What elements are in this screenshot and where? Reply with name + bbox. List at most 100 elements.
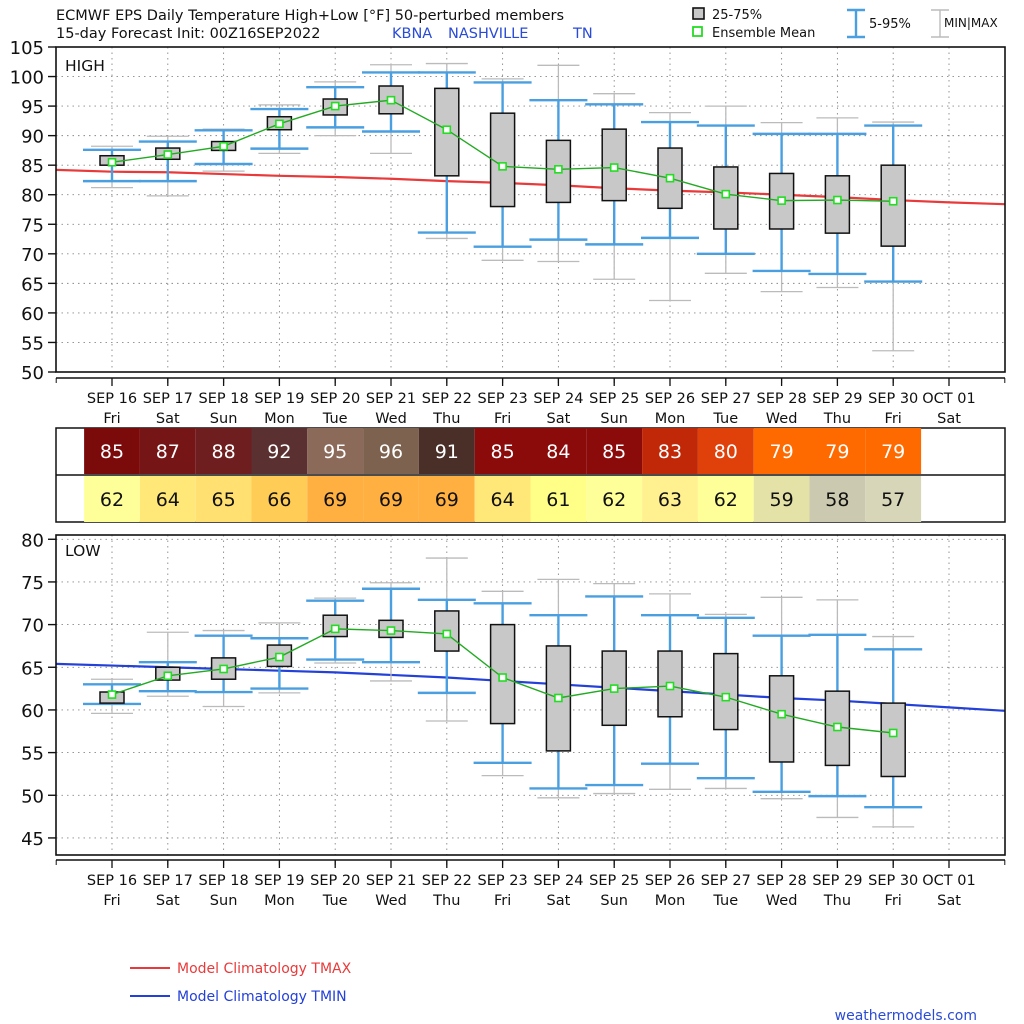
y-tick-label: 60 bbox=[21, 701, 44, 722]
high-value: 85 bbox=[491, 441, 515, 463]
y-tick-label: 55 bbox=[21, 333, 44, 354]
y-tick-label: 100 bbox=[10, 68, 44, 89]
ensemble-mean-marker bbox=[609, 163, 619, 172]
table-cell bbox=[418, 428, 475, 474]
table-cell bbox=[865, 428, 922, 474]
x-weekday-label: Sat bbox=[156, 893, 180, 909]
y-tick-label: 70 bbox=[21, 616, 44, 637]
ensemble-mean-marker bbox=[219, 664, 228, 674]
table-cell bbox=[474, 476, 531, 522]
forecast-day-box bbox=[696, 105, 755, 274]
x-tick-label: SEP 19 bbox=[254, 391, 304, 407]
x-weekday-label: Sat bbox=[156, 411, 180, 427]
x-weekday-label: Tue bbox=[322, 893, 348, 909]
low-value: 57 bbox=[881, 489, 905, 511]
x-weekday-label: Wed bbox=[766, 893, 798, 909]
forecast-day-box bbox=[194, 629, 253, 708]
table-cell bbox=[139, 476, 196, 522]
legend-minmax-label: MIN|MAX bbox=[944, 16, 998, 30]
table-cell bbox=[586, 428, 643, 474]
high-panel-label: HIGH bbox=[65, 57, 105, 75]
x-tick-label: SEP 21 bbox=[366, 873, 416, 889]
x-tick-label: SEP 24 bbox=[533, 391, 583, 407]
low-value: 66 bbox=[267, 489, 291, 511]
ensemble-mean-marker bbox=[665, 681, 675, 691]
ensemble-mean-marker bbox=[498, 673, 507, 682]
x-tick-label: SEP 22 bbox=[422, 873, 472, 889]
ensemble-mean-marker bbox=[498, 162, 507, 171]
x-weekday-label: Mon bbox=[655, 893, 686, 909]
table-cell bbox=[753, 428, 810, 474]
x-tick-label: SEP 18 bbox=[199, 391, 249, 407]
x-tick-label: SEP 16 bbox=[87, 391, 137, 407]
y-tick-label: 75 bbox=[21, 573, 44, 594]
high-boxes bbox=[83, 62, 923, 352]
ensemble-mean-marker bbox=[442, 629, 452, 639]
low-value: 63 bbox=[658, 489, 682, 511]
y-tick-label: 85 bbox=[21, 156, 44, 177]
forecast-day-box bbox=[417, 557, 476, 722]
x-weekday-label: Wed bbox=[375, 411, 407, 427]
low-value: 59 bbox=[770, 489, 794, 511]
iqr-box bbox=[880, 164, 906, 247]
x-tick-label: SEP 29 bbox=[812, 873, 862, 889]
y-tick-label: 90 bbox=[21, 127, 44, 148]
high-y-axis: 50 55 60 65 70 75 80 85 90 95 100 105 bbox=[10, 38, 56, 384]
ensemble-mean-marker bbox=[107, 690, 117, 699]
x-weekday-label: Fri bbox=[494, 893, 511, 909]
ensemble-mean-marker bbox=[888, 728, 898, 738]
x-tick-label: SEP 21 bbox=[366, 391, 416, 407]
ensemble-mean-marker bbox=[386, 626, 396, 635]
x-tick-label: SEP 27 bbox=[701, 873, 751, 889]
station-state: TN bbox=[572, 26, 593, 42]
x-weekday-label: Sun bbox=[600, 411, 628, 427]
y-tick-label: 65 bbox=[21, 274, 44, 295]
high-value: 83 bbox=[658, 441, 682, 463]
ensemble-mean-marker bbox=[330, 624, 340, 634]
y-tick-label: 95 bbox=[21, 97, 44, 118]
high-value: 79 bbox=[881, 441, 905, 463]
high-frame bbox=[55, 46, 1006, 373]
high-value: 96 bbox=[379, 441, 403, 463]
ensemble-mean-marker bbox=[665, 173, 675, 183]
x-tick-label: SEP 28 bbox=[757, 873, 807, 889]
table-cell bbox=[139, 428, 196, 474]
y-tick-label: 50 bbox=[21, 786, 44, 807]
x-weekday-label: Sun bbox=[210, 893, 238, 909]
ensemble-mean-marker bbox=[163, 150, 173, 159]
legend-tmax-label: Model Climatology TMAX bbox=[177, 961, 352, 977]
low-value: 69 bbox=[379, 489, 403, 511]
high-value: 87 bbox=[156, 441, 180, 463]
x-tick-label: SEP 16 bbox=[87, 873, 137, 889]
table-cell bbox=[474, 428, 531, 474]
x-tick-label: SEP 23 bbox=[478, 873, 528, 889]
low-value: 61 bbox=[546, 489, 570, 511]
high-mean bbox=[107, 95, 898, 206]
credit-text: weathermodels.com bbox=[835, 1008, 977, 1024]
low-value: 62 bbox=[100, 489, 124, 511]
x-weekday-label: Tue bbox=[712, 411, 738, 427]
x-tick-label: OCT 01 bbox=[922, 391, 975, 407]
table-cell bbox=[84, 428, 140, 474]
x-weekday-label: Sat bbox=[937, 893, 961, 909]
y-tick-label: 80 bbox=[21, 530, 44, 551]
x-weekday-label: Fri bbox=[885, 411, 902, 427]
low-value: 65 bbox=[212, 489, 236, 511]
ensemble-mean-marker bbox=[163, 671, 173, 681]
y-tick-label: 55 bbox=[21, 744, 44, 765]
x-weekday-label: Wed bbox=[375, 893, 407, 909]
low-value: 58 bbox=[825, 489, 849, 511]
iqr-box bbox=[489, 112, 516, 208]
ensemble-mean-marker bbox=[107, 157, 117, 167]
high-x-axis: SEP 16 Fri SEP 17 Sat SEP 18 Sun SEP 19 Mon SEP … bbox=[55, 377, 1006, 427]
forecast-day-box bbox=[864, 121, 923, 352]
forecast-table: 85 87 88 92 95 96 91 85 84 85 83 80 79 79 79 62 64 65 66 69… bbox=[55, 427, 1006, 523]
x-tick-label: SEP 17 bbox=[143, 873, 193, 889]
legend-tmin-label: Model Climatology TMIN bbox=[177, 989, 347, 1005]
x-tick-label: SEP 30 bbox=[868, 391, 918, 407]
table-cell bbox=[753, 476, 810, 522]
ensemble-mean-marker bbox=[442, 125, 452, 135]
x-weekday-label: Wed bbox=[766, 411, 798, 427]
legend-range-swatch bbox=[847, 8, 865, 39]
table-cell bbox=[307, 476, 364, 522]
